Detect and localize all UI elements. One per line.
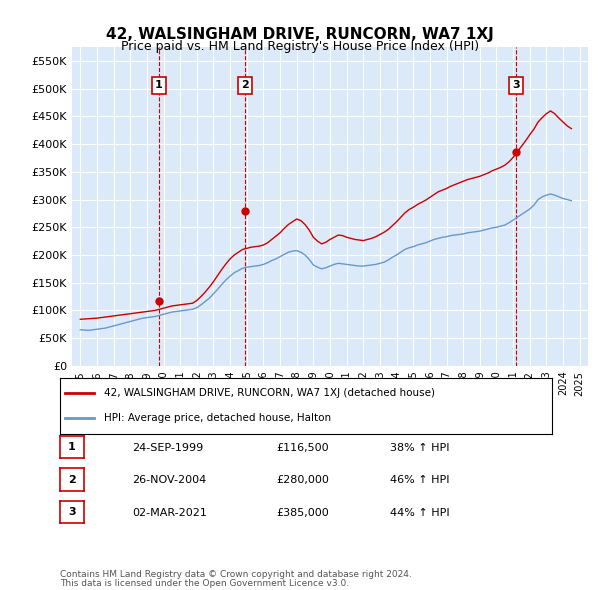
Text: 24-SEP-1999: 24-SEP-1999	[132, 443, 203, 453]
Text: 02-MAR-2021: 02-MAR-2021	[132, 508, 207, 517]
Text: 42, WALSINGHAM DRIVE, RUNCORN, WA7 1XJ: 42, WALSINGHAM DRIVE, RUNCORN, WA7 1XJ	[106, 27, 494, 41]
Text: 2: 2	[241, 80, 249, 90]
Text: 2: 2	[68, 475, 76, 484]
Text: This data is licensed under the Open Government Licence v3.0.: This data is licensed under the Open Gov…	[60, 579, 349, 588]
Text: £280,000: £280,000	[276, 476, 329, 485]
Text: HPI: Average price, detached house, Halton: HPI: Average price, detached house, Halt…	[104, 413, 331, 423]
Text: £385,000: £385,000	[276, 508, 329, 517]
Text: 46% ↑ HPI: 46% ↑ HPI	[390, 476, 449, 485]
Text: £116,500: £116,500	[276, 443, 329, 453]
Text: 38% ↑ HPI: 38% ↑ HPI	[390, 443, 449, 453]
Text: 1: 1	[155, 80, 163, 90]
Text: 44% ↑ HPI: 44% ↑ HPI	[390, 508, 449, 517]
Text: Price paid vs. HM Land Registry's House Price Index (HPI): Price paid vs. HM Land Registry's House …	[121, 40, 479, 53]
Text: 3: 3	[68, 507, 76, 517]
Text: 42, WALSINGHAM DRIVE, RUNCORN, WA7 1XJ (detached house): 42, WALSINGHAM DRIVE, RUNCORN, WA7 1XJ (…	[104, 388, 435, 398]
Text: 3: 3	[512, 80, 520, 90]
Text: 1: 1	[68, 442, 76, 452]
Text: 26-NOV-2004: 26-NOV-2004	[132, 476, 206, 485]
Text: Contains HM Land Registry data © Crown copyright and database right 2024.: Contains HM Land Registry data © Crown c…	[60, 570, 412, 579]
